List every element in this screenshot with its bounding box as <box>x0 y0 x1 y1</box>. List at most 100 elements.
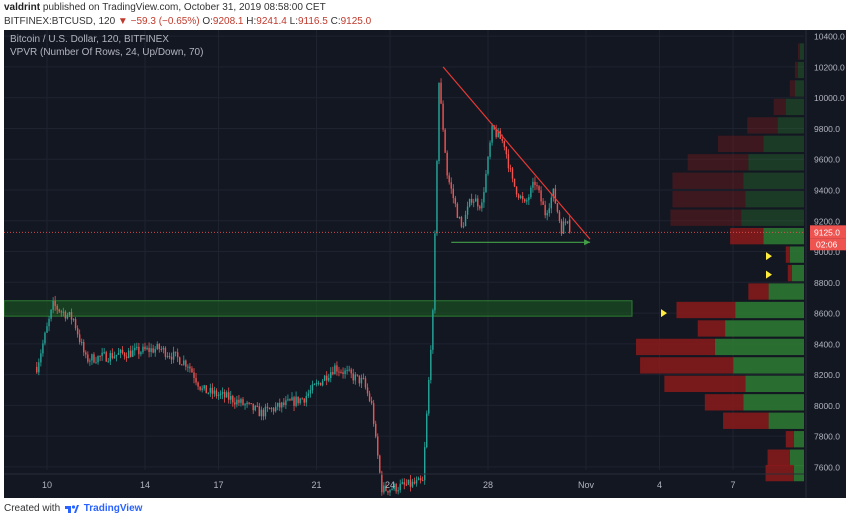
candle-body <box>146 347 148 350</box>
candle-body <box>399 483 401 491</box>
candle-body <box>111 353 114 359</box>
candle-body <box>309 390 312 394</box>
candle-body <box>213 390 216 394</box>
candle-body <box>50 309 52 319</box>
candle-body <box>207 392 210 394</box>
candle-body <box>550 197 553 209</box>
candle-body <box>517 194 520 198</box>
candle-body <box>454 198 457 204</box>
candle-body <box>323 375 326 381</box>
candle-body <box>395 484 397 492</box>
candle-body <box>140 352 142 355</box>
x-tick-label: 17 <box>213 480 223 490</box>
candle-body <box>497 130 499 137</box>
author-name[interactable]: valdrint <box>4 2 41 13</box>
candle-body <box>562 221 565 234</box>
volume-profile-up-bar <box>791 264 804 282</box>
candle-body <box>219 393 222 395</box>
y-tick-label: 10000.0 <box>814 93 845 103</box>
volume-profile-up-bar <box>743 172 804 189</box>
volume-profile-up-bar <box>777 117 804 134</box>
candle-body <box>199 386 201 390</box>
candle-body <box>99 356 101 358</box>
price-chart[interactable]: 10400.0 10200.0 10000.0 9800.0 9600.0 9400.0 9… <box>4 30 846 498</box>
candle-body <box>248 402 250 404</box>
candle-body <box>279 402 281 408</box>
y-tick-label: 8600.0 <box>814 309 840 319</box>
price-label-box <box>810 225 846 239</box>
candle-body <box>358 375 361 384</box>
candle-body <box>346 370 348 372</box>
candle-body <box>485 173 487 193</box>
candle-body <box>189 366 191 369</box>
candle-body <box>315 382 318 385</box>
candle-body <box>272 408 275 412</box>
current-price-label: 9125.0 <box>814 227 840 237</box>
candle-body <box>460 217 463 227</box>
y-tick-label: 9200.0 <box>814 216 840 226</box>
candle-body <box>381 472 383 493</box>
candle-body <box>444 129 446 153</box>
candle-body <box>127 350 130 359</box>
candle-body <box>97 356 99 363</box>
candle-body <box>105 352 107 362</box>
publish-date: published on TradingView.com, October 31… <box>42 2 326 13</box>
alert-marker-icon <box>766 252 772 261</box>
vpvr-legend[interactable]: VPVR (Number Of Rows, 24, Up/Down, 70) <box>10 47 204 58</box>
candle-body <box>491 125 493 143</box>
candle-body <box>432 310 434 350</box>
candle-body <box>352 373 354 381</box>
x-tick-label: 7 <box>730 480 735 490</box>
y-tick-label: 8400.0 <box>814 339 840 349</box>
candle-body <box>42 343 44 354</box>
low-label: L: <box>289 16 298 27</box>
candle-body <box>479 206 481 209</box>
tradingview-brand[interactable]: TradingView <box>83 503 143 514</box>
candle-body <box>370 400 373 404</box>
volume-profile-up-bar <box>714 338 804 356</box>
candle-body <box>91 354 93 361</box>
support-arrow-icon <box>584 239 591 246</box>
candle-body <box>405 484 408 486</box>
volume-profile-up-bar <box>763 135 804 153</box>
candle-body <box>450 182 452 189</box>
volume-profile-up-bar <box>763 227 804 245</box>
candle-body <box>524 199 526 202</box>
resistance-trendline <box>442 66 591 240</box>
candle-body <box>564 221 567 223</box>
candle-body <box>201 388 203 390</box>
volume-profile-down-bar <box>748 283 769 300</box>
candle-body <box>187 366 189 368</box>
candle-body <box>475 198 477 202</box>
x-tick-label: 14 <box>140 480 150 490</box>
candle-body <box>221 392 224 394</box>
volume-profile-down-bar <box>704 394 744 411</box>
candle-body <box>64 311 67 319</box>
volume-profile-up-bar <box>799 43 804 60</box>
candle-body <box>464 214 467 227</box>
candle-body <box>87 354 89 362</box>
candle-body <box>203 385 205 389</box>
series-legend[interactable]: Bitcoin / U.S. Dollar, 120, BITFINEX <box>10 34 169 45</box>
volume-profile-down-bar <box>672 191 746 208</box>
candle-body <box>293 397 295 406</box>
candle-body <box>448 175 450 183</box>
candle-body <box>295 396 297 406</box>
candle-body <box>505 146 508 155</box>
change-value: −59.3 (−0.65%) <box>130 16 200 27</box>
change-arrow-icon: ▼ <box>117 16 128 27</box>
candle-body <box>238 399 240 403</box>
volume-profile-up-bar <box>768 283 804 300</box>
candle-body <box>334 365 336 375</box>
chart-canvas[interactable]: 10400.0 10200.0 10000.0 9800.0 9600.0 9400.0 9… <box>4 30 846 498</box>
candle-body <box>436 161 438 234</box>
candle-body <box>328 377 330 381</box>
candle-body <box>344 370 346 374</box>
candle-body <box>303 398 305 403</box>
volume-profile-down-bar <box>676 301 736 319</box>
support-zone-box <box>4 300 633 317</box>
chart-footer: Created with TradingView <box>0 498 850 520</box>
volume-profile-down-bar <box>785 431 794 448</box>
candle-body <box>217 394 220 396</box>
candle-body <box>348 369 350 371</box>
